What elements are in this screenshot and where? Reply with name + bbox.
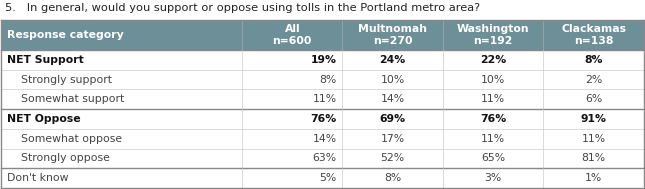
Text: Clackamas
n=138: Clackamas n=138 xyxy=(561,24,626,46)
Text: Washington
n=192: Washington n=192 xyxy=(457,24,529,46)
Bar xyxy=(1,50,644,70)
Text: 11%: 11% xyxy=(581,134,606,144)
Text: 8%: 8% xyxy=(584,55,603,65)
Bar xyxy=(1,20,644,50)
Text: 11%: 11% xyxy=(312,94,337,104)
Text: 81%: 81% xyxy=(581,153,606,163)
Text: 3%: 3% xyxy=(484,173,502,183)
Text: 6%: 6% xyxy=(585,94,602,104)
Text: 69%: 69% xyxy=(379,114,406,124)
Text: NET Oppose: NET Oppose xyxy=(7,114,81,124)
Bar xyxy=(1,168,644,188)
Text: Somewhat support: Somewhat support xyxy=(21,94,124,104)
Text: 76%: 76% xyxy=(310,114,337,124)
Text: 63%: 63% xyxy=(312,153,337,163)
Text: Response category: Response category xyxy=(7,30,124,40)
Text: 14%: 14% xyxy=(312,134,337,144)
Text: NET Support: NET Support xyxy=(7,55,84,65)
Bar xyxy=(1,129,644,149)
Text: 52%: 52% xyxy=(381,153,404,163)
Text: 22%: 22% xyxy=(480,55,506,65)
Text: 91%: 91% xyxy=(580,114,606,124)
Text: 19%: 19% xyxy=(310,55,337,65)
Bar xyxy=(1,89,644,109)
Text: 8%: 8% xyxy=(384,173,401,183)
Text: 10%: 10% xyxy=(381,75,404,84)
Text: 5.   In general, would you support or oppose using tolls in the Portland metro a: 5. In general, would you support or oppo… xyxy=(5,3,480,13)
Text: Strongly support: Strongly support xyxy=(21,75,112,84)
Text: 5%: 5% xyxy=(319,173,337,183)
Text: Multnomah
n=270: Multnomah n=270 xyxy=(358,24,427,46)
Text: 1%: 1% xyxy=(585,173,602,183)
Text: Somewhat oppose: Somewhat oppose xyxy=(21,134,122,144)
Bar xyxy=(1,70,644,89)
Text: Don't know: Don't know xyxy=(7,173,68,183)
Bar xyxy=(1,149,644,168)
Text: 17%: 17% xyxy=(381,134,404,144)
Text: 8%: 8% xyxy=(319,75,337,84)
Text: 76%: 76% xyxy=(480,114,506,124)
Text: 11%: 11% xyxy=(481,134,505,144)
Text: 14%: 14% xyxy=(381,94,404,104)
Text: 24%: 24% xyxy=(379,55,406,65)
Text: 11%: 11% xyxy=(481,94,505,104)
Text: 65%: 65% xyxy=(481,153,505,163)
Text: 10%: 10% xyxy=(481,75,505,84)
Text: All
n=600: All n=600 xyxy=(273,24,312,46)
Bar xyxy=(1,109,644,129)
Text: 2%: 2% xyxy=(585,75,602,84)
Text: Strongly oppose: Strongly oppose xyxy=(21,153,110,163)
